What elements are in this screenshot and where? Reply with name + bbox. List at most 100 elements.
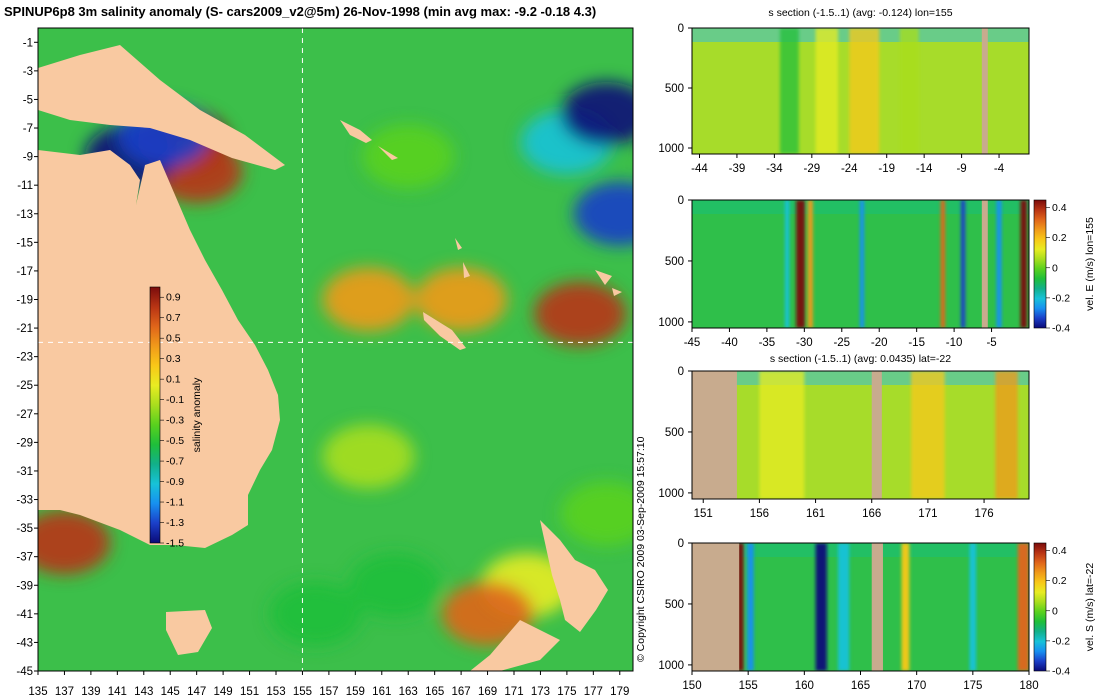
map-y-tick-label: -39 [16,580,33,592]
anomaly-patch [560,81,633,146]
map-x-tick-label: 155 [293,686,312,698]
map-colorbar-bar [149,286,161,544]
section-x-tick-label: 155 [739,680,758,692]
section-land [871,371,882,499]
velocity-colorbar-tick-label: -0.4 [1052,666,1070,678]
section-bands [779,28,919,154]
map-y-tick-label: -23 [16,352,33,364]
section-x-tick-label: 176 [974,508,993,520]
section-band [859,200,865,328]
section-x-tick-label: -35 [759,337,776,349]
section-x-tick-label: -5 [986,337,996,349]
section-panel-2: -45 -40 -35 -30 -25 -20 -15 -10 -5 0 500 1000 0.4 0.2… [658,195,1096,349]
section-x-tick-label: -19 [878,163,895,175]
map-colorbar: 0.9 0.7 0.5 0.3 0.1 -0.1 -0.3 -0.5 -0.7 -0.9 -1.1 -… [149,286,203,550]
map-y-tick-label: -13 [16,209,33,221]
section-x-tick-label: 175 [963,680,982,692]
map-y-tick-label: -41 [16,609,33,621]
map-x-tick-labels: 135 137 139 141 143 145 147 149 151 153 155 157 159 1… [28,671,629,698]
map-y-tick-label: -15 [16,237,33,249]
section-band [996,200,1002,328]
map-y-tick-label: -9 [23,152,33,164]
map-y-tick-labels: -1 -3 -5 -7 -9 -11 -13 -15 -17 -19 -21 -23 -25 -27 -29… [16,37,38,678]
map-x-tick-label: 135 [28,686,47,698]
map-x-tick-label: 147 [187,686,206,698]
section-x-tick-label: 156 [750,508,769,520]
map-x-tick-label: 159 [346,686,365,698]
section-panel-4: 150 155 160 165 170 175 180 0 500 1000 0.4 0.2 0 -0.2… [658,538,1096,692]
velocity-colorbar [1033,542,1047,672]
new-guinea-landmass [38,45,285,170]
section-panels: s section (-1.5..1) (avg: -0.124) lon=15… [658,7,1096,692]
anomaly-patch [322,267,415,332]
section-band [911,371,945,499]
section-frame [691,370,1030,500]
map-x-tick-label: 149 [214,686,233,698]
map-colorbar-tick-label: -0.1 [166,394,184,406]
map-colorbar-tick-label: -0.3 [166,415,184,427]
section-y-tick-label: 1000 [658,143,684,155]
map-x-tick-label: 169 [478,686,497,698]
section-plot-area [692,371,1029,499]
section-x-tick-label: -40 [721,337,738,349]
section-x-tick-label: -4 [994,163,1005,175]
map-colorbar-tick-label: 0.1 [166,374,181,386]
map-colorbar-tick-labels: 0.9 0.7 0.5 0.3 0.1 -0.1 -0.3 -0.5 -0.7 -0.9 -1.1 -… [160,292,184,550]
solomon-islands [340,120,398,160]
map-x-tick-label: 137 [55,686,74,698]
map-x-tick-label: 179 [610,686,629,698]
section-band [815,28,839,154]
map-y-tick-label: -43 [16,637,33,649]
map-x-tick-label: 177 [584,686,603,698]
section-band [807,200,813,328]
section-x-tick-label: -20 [871,337,888,349]
map-y-tick-label: -19 [16,294,33,306]
section-land [871,543,883,671]
section-x-tick-label: -29 [804,163,821,175]
map-x-tick-label: 165 [425,686,444,698]
section-x-tick-label: 160 [795,680,814,692]
vanuatu-islands [455,238,470,278]
section-band [1020,200,1028,328]
anomaly-patch [322,424,415,489]
anomaly-patch [349,553,441,618]
map-y-tick-label: -1 [23,37,33,49]
anomaly-patch [560,481,633,546]
section-land [981,200,988,328]
velocity-colorbar-label: vel. E (m/s) lon=155 [1084,217,1096,311]
section-panel-3: s section (-1.5..1) (avg: 0.0435) lat=-2… [658,353,1030,520]
section-x-tick-label: 165 [851,680,870,692]
velocity-colorbar-label: vel. S (m/s) lat=-22 [1084,563,1096,652]
velocity-colorbar-tick-label: 0.4 [1052,202,1067,214]
section-y-tick-label: 500 [665,599,684,611]
section-x-tick-label: -39 [729,163,746,175]
section-x-tick-label: -30 [796,337,813,349]
section-plot-area [692,28,1029,154]
main-title: SPINUP6p8 3m salinity anomaly (S- cars20… [4,4,596,19]
section-x-tick-label: -45 [684,337,701,349]
section-x-tick-label: 171 [918,508,937,520]
map-y-tick-label: -35 [16,523,33,535]
section-land [981,28,988,154]
section-y-tick-label: 0 [678,538,684,550]
velocity-colorbar-tick-label: 0.2 [1052,575,1067,587]
map-x-tick-label: 143 [134,686,153,698]
map-y-tick-label: -17 [16,266,33,278]
section-band [849,28,880,154]
map-y-tick-label: -33 [16,495,33,507]
section-band [969,543,977,671]
section-frame [691,199,1030,329]
section-bands [736,543,1029,671]
section-band [940,200,946,328]
section-x-tick-label: -10 [946,337,963,349]
section-y-tick-label: 0 [678,366,684,378]
section-y-tick-label: 1000 [658,488,684,500]
section-x-tick-label: -24 [841,163,858,175]
map-colorbar-tick-label: -0.9 [166,476,184,488]
map-y-tick-label: -37 [16,552,33,564]
section-x-tick-label: 150 [682,680,701,692]
anomaly-patch [441,581,534,646]
tasmania-landmass [166,610,212,655]
section-x-tick-label: 166 [862,508,881,520]
